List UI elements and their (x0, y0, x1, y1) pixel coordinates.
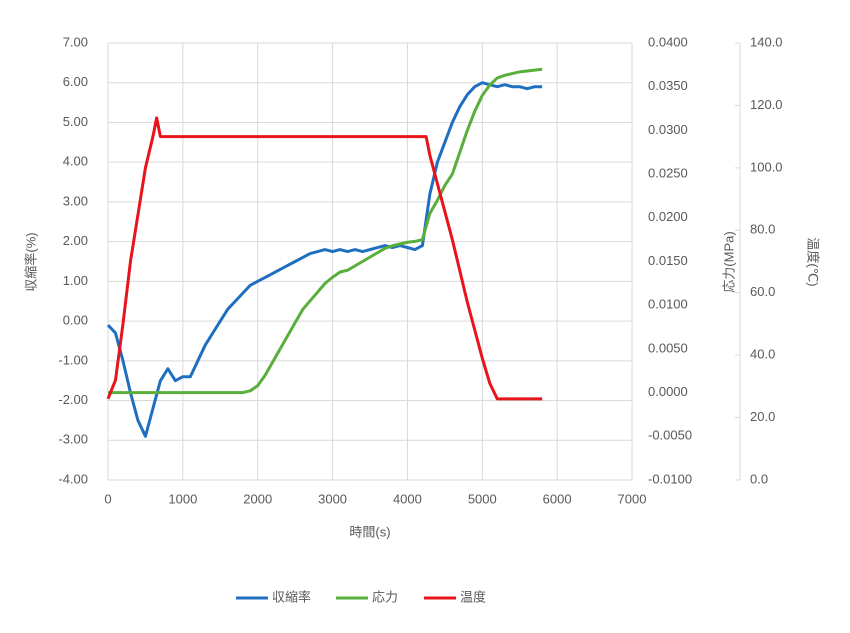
y-axis-title: 収縮率(%) (23, 232, 38, 291)
y2-tick-label: 0.0250 (648, 166, 688, 181)
legend-label: 収縮率 (272, 589, 311, 604)
y3-tick-label: 40.0 (750, 347, 775, 362)
x-tick-label: 4000 (393, 491, 422, 506)
legend-label: 応力 (372, 589, 398, 604)
y-tick-label: 3.00 (63, 193, 88, 208)
y2-tick-label: 0.0000 (648, 384, 688, 399)
y-tick-label: -4.00 (58, 471, 88, 486)
series-line (106, 81, 543, 438)
y3-axis-title: 温度(℃) (806, 237, 821, 286)
y2-axis-title: 応力(MPa) (721, 231, 736, 292)
y2-tick-label: 0.0300 (648, 122, 688, 137)
y3-tick-label: 140.0 (750, 34, 783, 49)
x-tick-label: 3000 (318, 491, 347, 506)
x-tick-label: 0 (104, 491, 111, 506)
series-line (106, 116, 543, 401)
x-tick-label: 5000 (468, 491, 497, 506)
y-tick-label: 7.00 (63, 34, 88, 49)
y2-tick-label: 0.0200 (648, 209, 688, 224)
y-tick-label: -3.00 (58, 432, 88, 447)
y-tick-label: 4.00 (63, 154, 88, 169)
x-axis-title: 時間(s) (349, 524, 390, 539)
y-tick-label: 2.00 (63, 233, 88, 248)
y2-tick-label: -0.0050 (648, 428, 692, 443)
y3-tick-label: 60.0 (750, 284, 775, 299)
y2-tick-label: 0.0400 (648, 34, 688, 49)
y-tick-label: 1.00 (63, 273, 88, 288)
x-tick-label: 2000 (243, 491, 272, 506)
x-tick-label: 7000 (618, 491, 647, 506)
y3-tick-label: 0.0 (750, 471, 768, 486)
y-tick-label: 5.00 (63, 114, 88, 129)
y-tick-label: -2.00 (58, 392, 88, 407)
y3-tick-label: 80.0 (750, 222, 775, 237)
y3-tick-label: 20.0 (750, 409, 775, 424)
y-tick-label: 6.00 (63, 74, 88, 89)
y-tick-label: 0.00 (63, 313, 88, 328)
y2-tick-label: 0.0100 (648, 297, 688, 312)
legend-label: 温度 (460, 589, 486, 604)
x-tick-label: 1000 (168, 491, 197, 506)
y2-tick-label: 0.0350 (648, 78, 688, 93)
y-tick-label: -1.00 (58, 352, 88, 367)
series-line (108, 67, 543, 395)
y3-tick-label: 100.0 (750, 159, 783, 174)
y3-tick-label: 120.0 (750, 97, 783, 112)
y2-tick-label: 0.0050 (648, 340, 688, 355)
y2-tick-label: -0.0100 (648, 471, 692, 486)
y2-tick-label: 0.0150 (648, 253, 688, 268)
x-tick-label: 6000 (543, 491, 572, 506)
